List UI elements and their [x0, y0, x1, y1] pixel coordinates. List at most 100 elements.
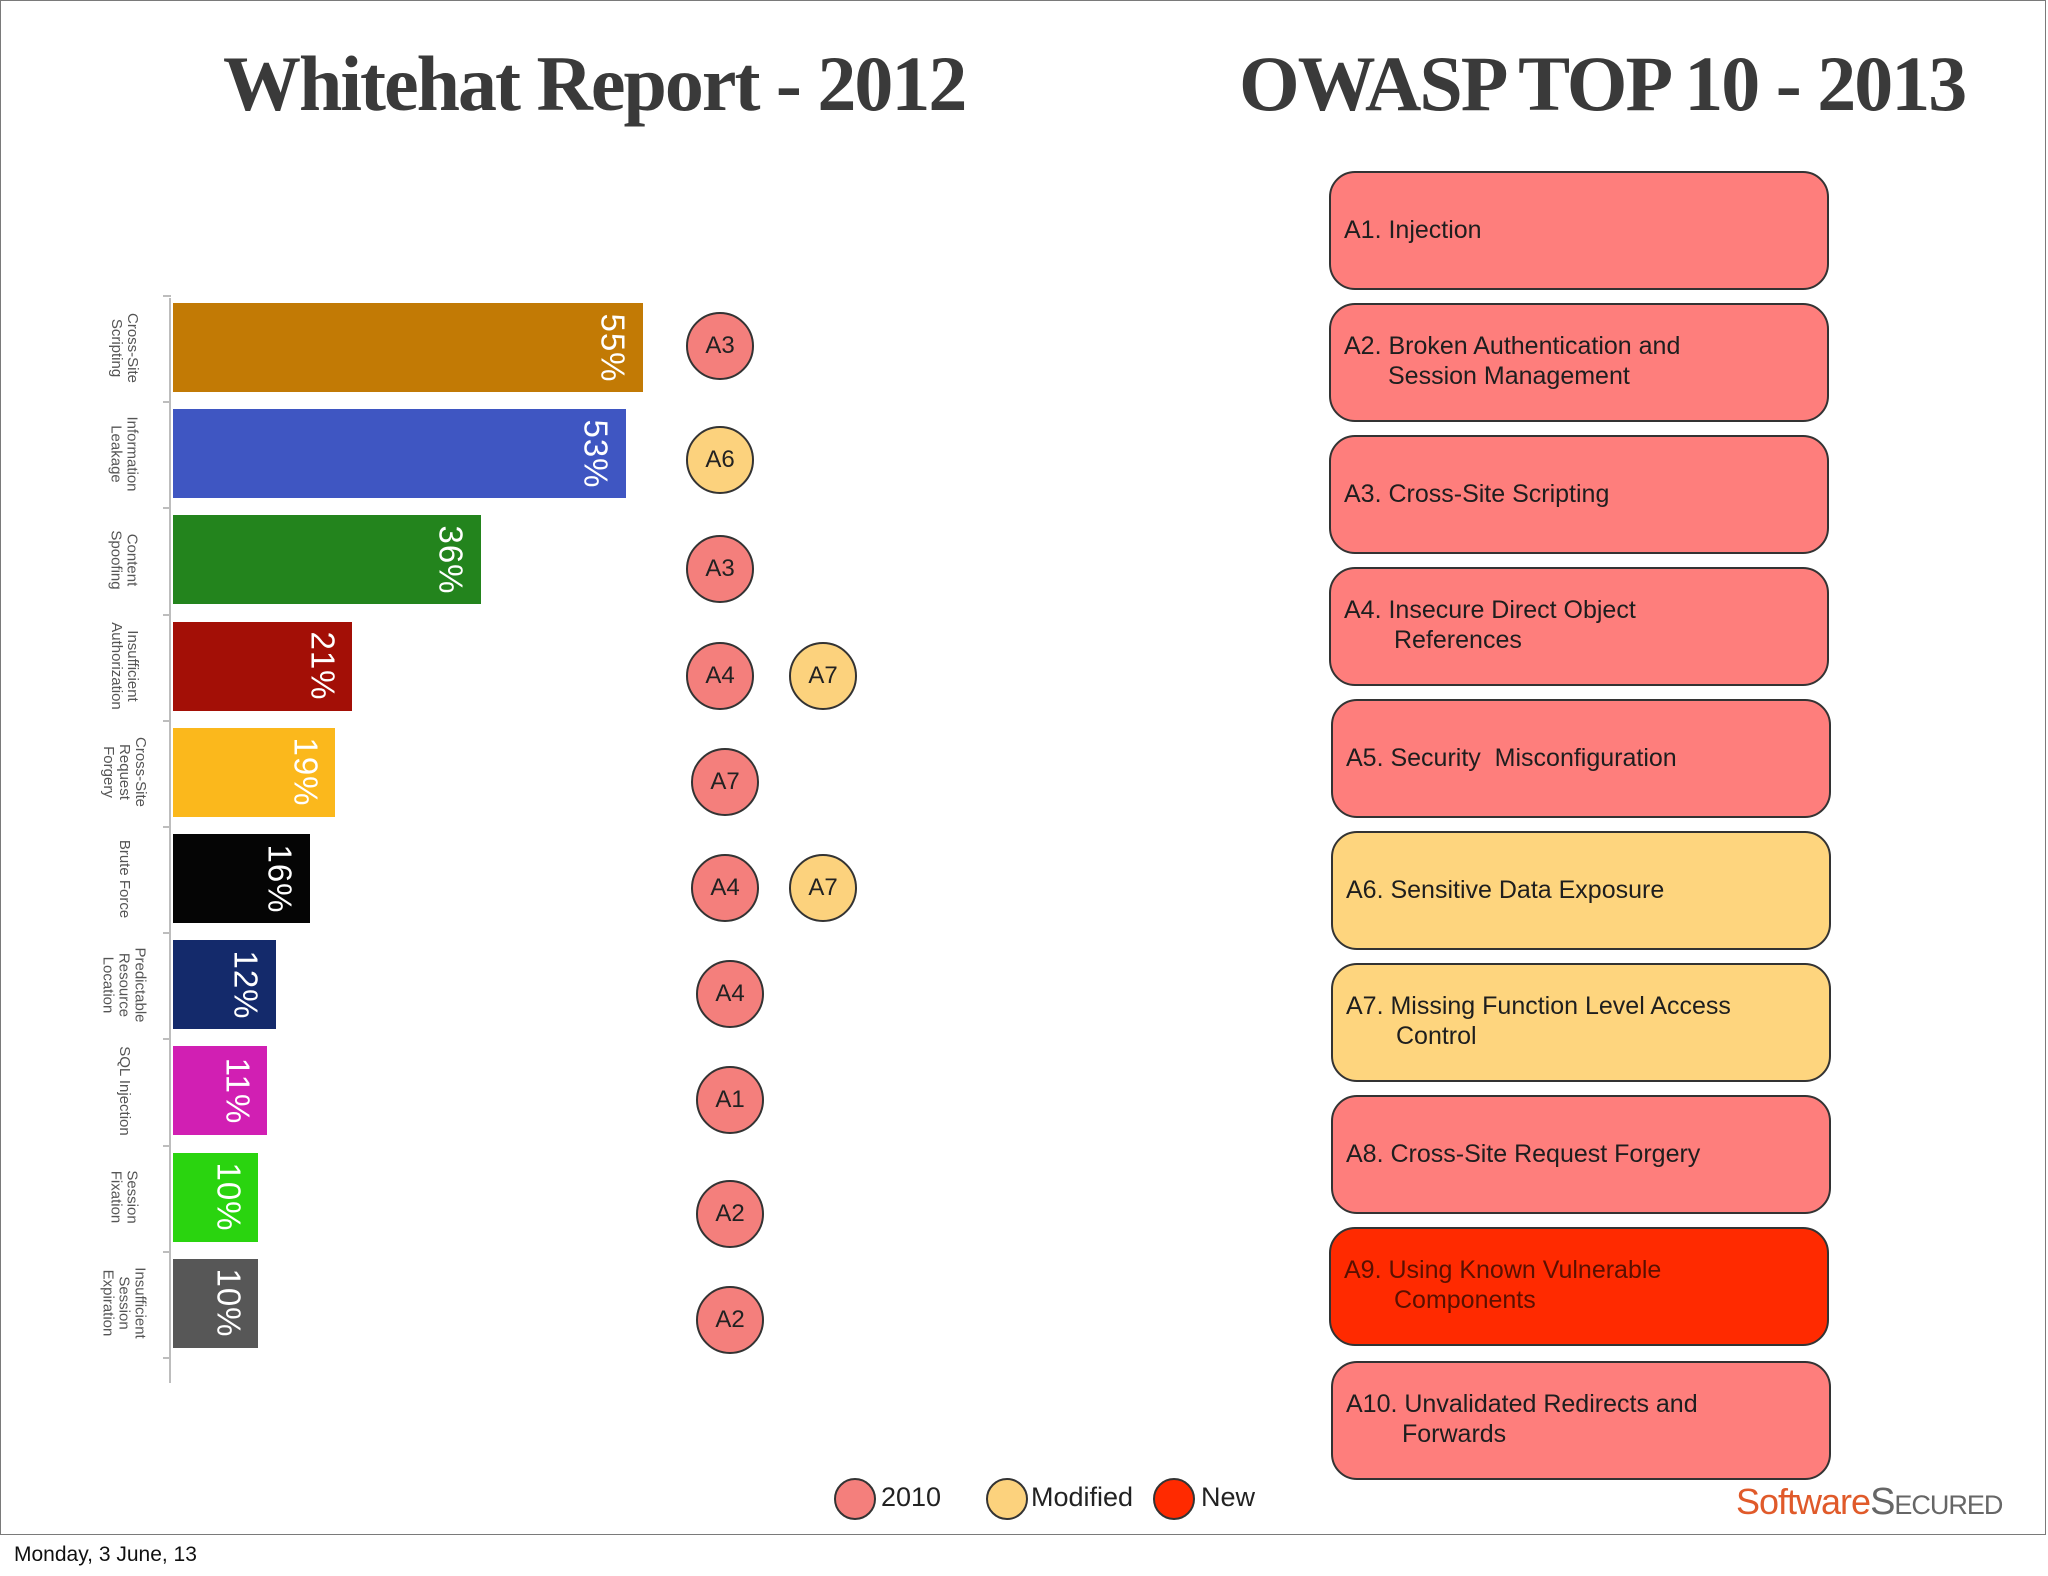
bar: 55% [173, 303, 643, 392]
bar: 11% [173, 1046, 267, 1136]
bar-value-label: 36% [429, 515, 473, 604]
category-label-text: Cross-Site Request Forgery [99, 737, 149, 808]
owasp-item-title: A3. Cross-Site Scripting [1344, 480, 1610, 508]
owasp-item-title-cont: Control [1396, 1022, 1477, 1050]
bar-value-text: 16% [261, 843, 299, 914]
owasp-item: A3. Cross-Site Scripting [1329, 435, 1829, 554]
owasp-item-title: A10. Unvalidated Redirects and [1346, 1390, 1698, 1418]
bar-value-text: 36% [432, 525, 470, 595]
owasp-item-title: A8. Cross-Site Request Forgery [1346, 1140, 1701, 1168]
owasp-item-title: A4. Insecure Direct Object [1344, 596, 1636, 624]
legend-label: New [1201, 1482, 1256, 1512]
owasp-item: A7. Missing Function Level Access Control [1331, 963, 1831, 1082]
owasp-badge: A7 [789, 642, 857, 710]
bar-value-text: 19% [287, 737, 325, 807]
logo-software: Software [1736, 1481, 1871, 1522]
software-secured-logo: SoftwareSecured [1736, 1481, 2003, 1524]
legend-label: Modified [1031, 1482, 1134, 1512]
bar-value-text: 12% [227, 950, 265, 1020]
category-label: Cross-Site Scripting [86, 303, 162, 392]
category-label-text: Cross-Site Scripting [107, 312, 141, 383]
bar: 36% [173, 515, 481, 605]
owasp-item-title: A9. Using Known Vulnerable [1344, 1256, 1662, 1284]
owasp-badge: A2 [696, 1180, 764, 1248]
owasp-item: A8. Cross-Site Request Forgery [1331, 1095, 1831, 1214]
bar: 21% [173, 621, 353, 711]
category-label-text: Insufficient Authorization [108, 622, 141, 710]
axis-tick [163, 507, 171, 510]
category-label-text: Brute Force [116, 839, 133, 918]
legend-swatch [1153, 1478, 1195, 1520]
slide: Whitehat Report - 2012 OWASP TOP 10 - 20… [0, 0, 2046, 1535]
owasp-item: A1. Injection [1329, 171, 1829, 290]
whitehat-title: Whitehat Report - 2012 [223, 40, 967, 127]
category-label: Insufficient Session Expiration [86, 1259, 162, 1348]
bar-value-label: 21% [300, 622, 344, 711]
bar-value-label: 19% [283, 728, 327, 817]
legend-swatch [986, 1478, 1028, 1520]
owasp-badge: A1 [696, 1066, 764, 1134]
category-label: Content Spoofing [86, 515, 162, 604]
axis-tick [163, 932, 171, 935]
owasp-title: OWASP TOP 10 - 2013 [1239, 40, 1967, 127]
bar-value-label: 10% [206, 1153, 250, 1242]
category-label-text: Content Spoofing [108, 530, 141, 590]
axis-tick [163, 1250, 171, 1253]
category-label: Predictable Resource Location [86, 940, 162, 1029]
bar: 16% [173, 834, 310, 923]
owasp-item-title-cont: Forwards [1402, 1420, 1507, 1448]
bar-value-label: 16% [258, 834, 302, 923]
axis-tick [163, 613, 171, 616]
axis-tick [163, 1144, 171, 1147]
bar-value-label: 53% [574, 409, 618, 498]
legend: 2010 Modified New [1, 1475, 1301, 1525]
category-axis [169, 298, 171, 1383]
owasp-item: A2. Broken Authentication and Session Man… [1329, 303, 1829, 422]
category-label-text: Session Fixation [108, 1170, 141, 1224]
category-label: Insufficient Authorization [86, 622, 162, 711]
bar: 12% [173, 940, 276, 1030]
category-label: Session Fixation [86, 1153, 162, 1242]
owasp-badge: A3 [686, 535, 754, 603]
owasp-badge: A3 [686, 312, 754, 380]
axis-tick [163, 401, 171, 404]
owasp-item: A6. Sensitive Data Exposure [1331, 831, 1831, 950]
owasp-badge: A4 [691, 854, 759, 922]
owasp-item: A4. Insecure Direct Object References [1329, 567, 1829, 686]
owasp-badge: A6 [686, 426, 754, 494]
owasp-item-title: A1. Injection [1344, 216, 1482, 244]
axis-tick [163, 826, 171, 828]
bar: 19% [173, 727, 336, 817]
owasp-item-title-cont: References [1394, 626, 1522, 654]
bar: 10% [173, 1152, 259, 1242]
owasp-item: A9. Using Known Vulnerable Components [1329, 1227, 1829, 1346]
axis-tick [163, 295, 171, 297]
legend-label: 2010 [881, 1482, 942, 1512]
footer-date: Monday, 3 June, 13 [14, 1543, 197, 1566]
owasp-badge: A7 [691, 748, 759, 816]
bar: 53% [173, 409, 626, 499]
owasp-badge: A7 [789, 854, 857, 922]
owasp-item-title: A5. Security Misconfiguration [1346, 744, 1677, 772]
bar-value-label: 11% [215, 1046, 259, 1135]
legend-swatch [834, 1478, 876, 1520]
owasp-item-title: A7. Missing Function Level Access [1346, 992, 1731, 1020]
category-label-text: Information Leakage [107, 416, 141, 492]
axis-tick [163, 719, 171, 722]
category-label-text: Predictable Resource Location [99, 947, 149, 1023]
category-label: Brute Force [86, 834, 162, 923]
owasp-item: A10. Unvalidated Redirects and Forwards [1331, 1361, 1831, 1480]
bar-value-text: 21% [304, 631, 342, 701]
bar-value-label: 55% [591, 303, 635, 392]
bar-value-text: 11% [219, 1057, 257, 1125]
category-label-text: SQL Injection [116, 1046, 133, 1136]
bar-value-text: 10% [210, 1268, 248, 1338]
whitehat-bar-chart: Cross-Site Scripting 55% Information Leaka… [86, 286, 666, 1386]
owasp-badge: A2 [696, 1286, 764, 1354]
bar-value-text: 53% [577, 419, 615, 489]
category-label-text: Insufficient Session Expiration [100, 1267, 149, 1340]
bar-value-text: 55% [595, 312, 632, 383]
axis-tick [163, 1357, 171, 1359]
owasp-item: A5. Security Misconfiguration [1331, 699, 1831, 818]
owasp-badge: A4 [686, 642, 754, 710]
